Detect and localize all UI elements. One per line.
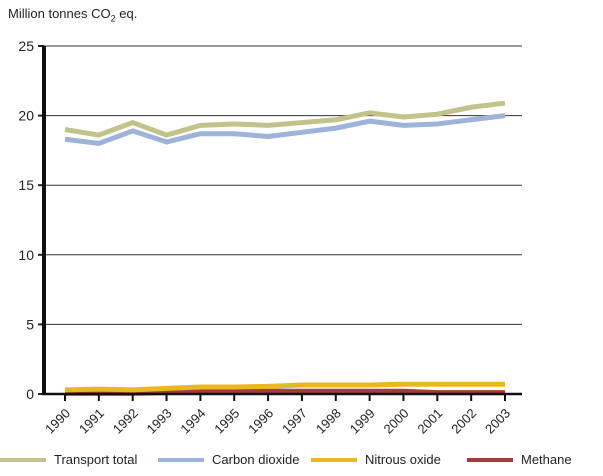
x-tick-label: 2001	[414, 406, 445, 437]
x-tick-label: 1993	[144, 406, 175, 437]
x-tick-label: 1998	[313, 406, 344, 437]
legend-swatch	[0, 458, 46, 462]
x-tick-label: 1994	[177, 406, 208, 437]
y-tick-label: 20	[18, 108, 34, 124]
legend-swatch	[311, 458, 357, 462]
series-lines	[65, 103, 505, 393]
x-tick-label: 1996	[245, 406, 276, 437]
x-tick-label: 2000	[381, 406, 412, 437]
x-tick-label: 1992	[110, 406, 141, 437]
legend: Transport total Carbon dioxide Nitrous oxi…	[0, 452, 603, 472]
x-tick-label: 1999	[347, 406, 378, 437]
legend-swatch	[467, 458, 513, 462]
x-axis-ticks: 1990 1991 1992 1993 1994 1995 1996 1997 1998 1999…	[42, 394, 513, 437]
axes	[42, 46, 522, 395]
y-axis-ticks: 0 5 10 15 20 25	[18, 38, 44, 402]
y-tick-label: 10	[18, 247, 34, 263]
legend-label: Carbon dioxide	[212, 452, 299, 467]
y-tick-label: 15	[18, 177, 34, 193]
y-tick-label: 25	[18, 38, 34, 54]
y-tick-label: 0	[26, 386, 34, 402]
series-line-carbon-dioxide	[65, 116, 505, 144]
legend-label: Transport total	[54, 452, 137, 467]
x-tick-label: 1991	[76, 406, 107, 437]
legend-item-transport-total: Transport total	[0, 452, 137, 467]
x-tick-label: 1997	[279, 406, 310, 437]
legend-item-carbon-dioxide: Carbon dioxide	[158, 452, 299, 467]
legend-item-nitrous-oxide: Nitrous oxide	[311, 452, 441, 467]
legend-label: Nitrous oxide	[365, 452, 441, 467]
x-tick-label: 2002	[448, 406, 479, 437]
y-tick-label: 5	[26, 316, 34, 332]
legend-swatch	[158, 458, 204, 462]
x-tick-label: 1995	[211, 406, 242, 437]
x-tick-label: 2003	[482, 406, 513, 437]
x-tick-label: 1990	[42, 406, 73, 437]
legend-label: Methane	[521, 452, 572, 467]
legend-item-methane: Methane	[467, 452, 572, 467]
grid-lines	[44, 46, 522, 324]
